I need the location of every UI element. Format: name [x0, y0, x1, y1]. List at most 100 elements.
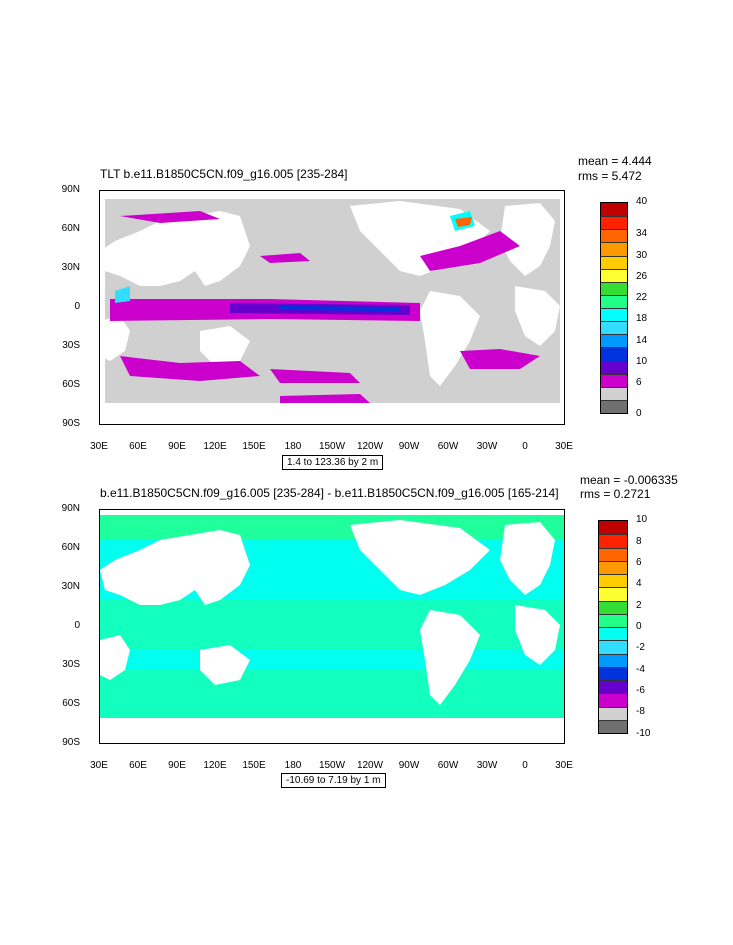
bottom-cbar-label-8: 8	[636, 536, 642, 547]
bottom-ylabel-30s: 30S	[62, 659, 80, 670]
bottom-ylabel-60s: 60S	[62, 698, 80, 709]
top-cbar-segment	[601, 229, 627, 243]
bottom-xlabel-120e: 120E	[203, 760, 227, 771]
bottom-xlabel-60e: 60E	[129, 760, 147, 771]
top-xlabel-30e-end: 30E	[555, 441, 573, 452]
bottom-panel-title: b.e11.B1850C5CN.f09_g16.005 [235-284] - …	[100, 486, 559, 500]
bottom-cbar-segment	[599, 719, 627, 733]
bottom-cbar-segment	[599, 534, 627, 548]
bottom-xlabel-150e: 150E	[242, 760, 266, 771]
top-cbar-label-10: 10	[636, 356, 648, 367]
top-mean-text: mean = 4.444	[578, 154, 652, 168]
top-xlabel-120e: 120E	[203, 441, 227, 452]
bottom-xlabel-180: 180	[284, 760, 302, 771]
bottom-xlabel-30e: 30E	[90, 760, 108, 771]
top-cbar-segment	[601, 294, 627, 308]
bottom-cbar-label-2: 2	[636, 600, 642, 611]
top-cbar-label-30: 30	[636, 250, 648, 261]
bottom-colorbar	[598, 520, 628, 734]
top-cbar-segment	[601, 386, 627, 400]
bottom-map	[99, 509, 565, 744]
bottom-xlabel-90e: 90E	[168, 760, 186, 771]
top-cbar-segment	[601, 321, 627, 335]
top-cbar-segment	[601, 373, 627, 387]
bottom-cbar-segment	[599, 640, 627, 654]
bottom-cbar-label-0: 0	[636, 621, 642, 632]
bottom-ylabel-90n: 90N	[61, 503, 80, 514]
top-cbar-segment	[601, 203, 627, 217]
top-colorbar	[600, 202, 628, 414]
top-range-box: 1.4 to 123.36 by 2 m	[282, 455, 384, 470]
bottom-map-field	[100, 510, 564, 743]
top-cbar-segment	[601, 399, 627, 413]
top-cbar-label-40: 40	[636, 196, 648, 207]
top-cbar-label-18: 18	[636, 313, 648, 324]
top-rms-text: rms = 5.472	[578, 169, 642, 183]
top-cbar-label-26: 26	[636, 271, 648, 282]
top-ylabel-30s: 30S	[62, 340, 80, 351]
top-cbar-label-0: 0	[636, 408, 642, 419]
top-ylabel-30n: 30N	[61, 262, 80, 273]
bottom-range-box: -10.69 to 7.19 by 1 m	[281, 773, 386, 788]
bottom-cbar-segment	[599, 693, 627, 707]
top-ylabel-90s: 90S	[62, 418, 80, 429]
top-cbar-segment	[601, 360, 627, 374]
top-xlabel-30e: 30E	[90, 441, 108, 452]
top-map	[99, 190, 565, 425]
top-cbar-label-34: 34	[636, 228, 648, 239]
bottom-xlabel-30w: 30W	[476, 760, 498, 771]
top-xlabel-180: 180	[284, 441, 302, 452]
bottom-cbar-label-m4: -4	[636, 664, 645, 675]
bottom-xlabel-150w: 150W	[318, 760, 346, 771]
bottom-cbar-segment	[599, 706, 627, 720]
bottom-xlabel-90w: 90W	[398, 760, 420, 771]
top-map-field	[100, 191, 564, 424]
bottom-cbar-segment	[599, 666, 627, 680]
top-ylabel-60n: 60N	[61, 223, 80, 234]
bottom-cbar-segment	[599, 547, 627, 561]
bottom-cbar-segment	[599, 560, 627, 574]
bottom-xlabel-120w: 120W	[356, 760, 384, 771]
bottom-cbar-segment	[599, 680, 627, 694]
top-xlabel-90e: 90E	[168, 441, 186, 452]
bottom-cbar-segment	[599, 521, 627, 535]
bottom-cbar-label-m10: -10	[636, 728, 651, 739]
bottom-ylabel-30n: 30N	[61, 581, 80, 592]
top-cbar-label-14: 14	[636, 335, 648, 346]
top-xlabel-120w: 120W	[356, 441, 384, 452]
top-cbar-label-22: 22	[636, 292, 648, 303]
top-xlabel-60e: 60E	[129, 441, 147, 452]
top-ylabel-90n: 90N	[61, 184, 80, 195]
bottom-cbar-label-m6: -6	[636, 685, 645, 696]
top-cbar-segment	[601, 281, 627, 295]
top-cbar-segment	[601, 255, 627, 269]
top-xlabel-0: 0	[522, 441, 528, 452]
bottom-cbar-label-6: 6	[636, 557, 642, 568]
top-cbar-segment	[601, 242, 627, 256]
bottom-xlabel-30e-end: 30E	[555, 760, 573, 771]
top-cbar-segment	[601, 216, 627, 230]
bottom-cbar-label-10: 10	[636, 514, 648, 525]
bottom-cbar-segment	[599, 627, 627, 641]
top-cbar-segment	[601, 268, 627, 282]
bottom-xlabel-0: 0	[522, 760, 528, 771]
top-xlabel-90w: 90W	[398, 441, 420, 452]
bottom-rms-text: rms = 0.2721	[580, 487, 651, 501]
bottom-mean-text: mean = -0.006335	[580, 473, 678, 487]
bottom-ylabel-0: 0	[74, 620, 80, 631]
top-cbar-segment	[601, 334, 627, 348]
bottom-cbar-label-m8: -8	[636, 706, 645, 717]
bottom-cbar-label-4: 4	[636, 578, 642, 589]
top-xlabel-30w: 30W	[476, 441, 498, 452]
top-xlabel-60w: 60W	[437, 441, 459, 452]
bottom-cbar-segment	[599, 600, 627, 614]
top-panel-title: TLT b.e11.B1850C5CN.f09_g16.005 [235-284…	[100, 167, 348, 181]
bottom-xlabel-60w: 60W	[437, 760, 459, 771]
top-ylabel-0: 0	[74, 301, 80, 312]
top-xlabel-150w: 150W	[318, 441, 346, 452]
top-ylabel-60s: 60S	[62, 379, 80, 390]
bottom-cbar-segment	[599, 574, 627, 588]
top-cbar-label-6: 6	[636, 377, 642, 388]
top-cbar-segment	[601, 308, 627, 322]
bottom-ylabel-90s: 90S	[62, 737, 80, 748]
